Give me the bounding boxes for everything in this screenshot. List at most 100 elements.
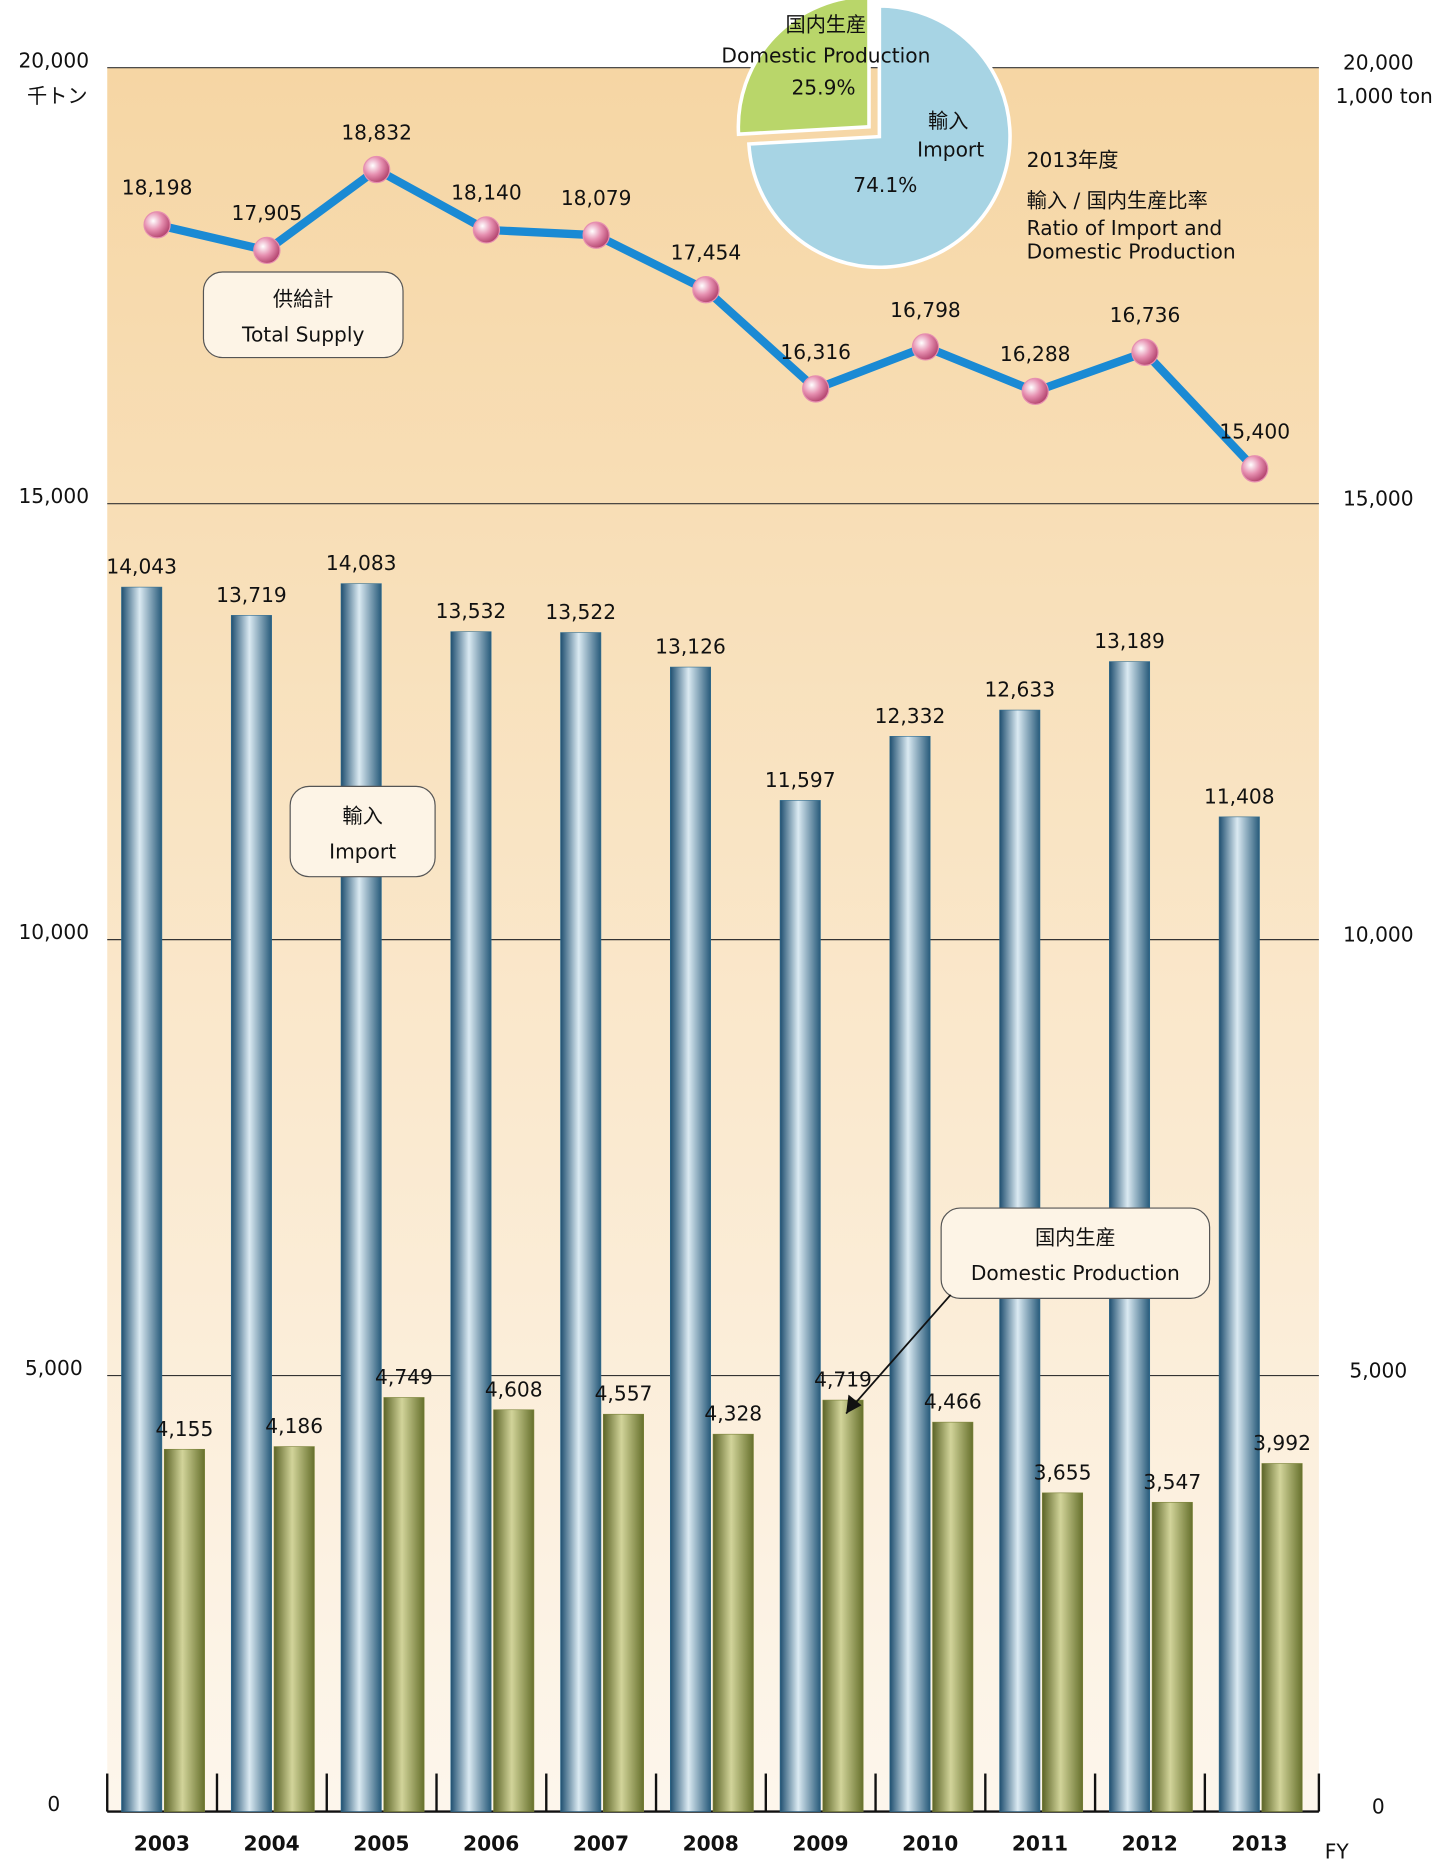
data-label: 16,798 — [890, 298, 961, 322]
bar — [1042, 1492, 1084, 1812]
bar — [712, 1433, 754, 1812]
data-label: 12,633 — [984, 678, 1055, 702]
line-marker — [802, 375, 830, 403]
data-label: 3,992 — [1253, 1431, 1311, 1455]
line-marker — [1021, 377, 1049, 406]
y-tick-label: 10,000 — [18, 920, 89, 944]
bar — [230, 615, 272, 1812]
x-tick-label: 2008 — [683, 1831, 739, 1855]
bar — [889, 735, 931, 1812]
callout-arrowhead — [846, 1394, 862, 1414]
line-marker — [911, 333, 940, 361]
line-marker — [692, 276, 720, 304]
data-label: 4,155 — [156, 1417, 214, 1441]
x-axis-label: FY — [1325, 1840, 1350, 1864]
data-label: 12,332 — [875, 704, 946, 728]
data-label: 16,288 — [1000, 342, 1071, 366]
bar — [560, 632, 602, 1812]
data-label: 17,905 — [232, 201, 303, 225]
data-label: 11,597 — [765, 768, 836, 792]
pie-value: 25.9% — [791, 76, 855, 100]
callout-title: 供給計 — [273, 287, 334, 311]
bar — [450, 631, 492, 1812]
bar — [273, 1446, 315, 1812]
data-label: 13,532 — [436, 599, 507, 623]
data-label: 3,547 — [1143, 1470, 1201, 1494]
y2-tick-label: 5,000 — [1349, 1359, 1407, 1383]
y-tick-label: 5,000 — [25, 1356, 83, 1380]
data-label: 4,557 — [595, 1382, 653, 1406]
data-label: 4,749 — [375, 1365, 433, 1389]
x-tick-label: 2012 — [1122, 1831, 1178, 1855]
x-tick-label: 2010 — [902, 1831, 958, 1855]
pie-subtitle: 輸入 / 国内生産比率 — [1027, 188, 1208, 212]
data-label: 13,126 — [655, 635, 726, 659]
data-label: 3,655 — [1034, 1460, 1092, 1484]
data-label: 4,608 — [485, 1377, 543, 1401]
bar — [383, 1397, 425, 1812]
pie-subtitle-en: Domestic Production — [1027, 240, 1236, 264]
callout-title: 輸入 — [342, 804, 382, 828]
bar — [603, 1413, 644, 1812]
data-label: 14,083 — [326, 551, 397, 575]
callout-title: 国内生産 — [1035, 1225, 1116, 1249]
bar — [493, 1409, 535, 1812]
bar — [163, 1448, 205, 1812]
line-marker — [1241, 455, 1269, 483]
data-label: 18,198 — [122, 176, 193, 200]
y-axis-unit: 千トン — [27, 84, 88, 108]
pie-label: Import — [917, 137, 984, 161]
bar — [669, 666, 711, 1812]
callout-arrow — [845, 1294, 952, 1415]
pie-slice — [747, 4, 1012, 270]
callout-subtitle: Import — [329, 839, 396, 863]
x-tick-label: 2004 — [244, 1831, 300, 1855]
bar — [932, 1421, 974, 1812]
data-label: 4,466 — [924, 1390, 982, 1414]
x-tick-label: 2007 — [573, 1831, 629, 1855]
y2-tick-label: 10,000 — [1343, 923, 1414, 947]
x-tick-label: 2003 — [134, 1831, 190, 1855]
bar — [1218, 816, 1260, 1812]
y-tick-label: 0 — [47, 1792, 60, 1816]
data-label: 4,719 — [814, 1368, 872, 1392]
data-label: 14,043 — [106, 555, 177, 579]
x-tick-label: 2013 — [1231, 1831, 1287, 1855]
y2-axis-unit: 1,000 ton — [1336, 84, 1433, 108]
x-tick-label: 2006 — [463, 1831, 519, 1855]
data-label: 13,189 — [1094, 629, 1165, 653]
callout-subtitle: Total Supply — [241, 323, 364, 347]
bar — [1261, 1463, 1303, 1812]
data-label: 4,186 — [265, 1414, 323, 1438]
data-label: 13,719 — [216, 583, 287, 607]
data-label: 18,140 — [451, 181, 522, 205]
bar — [340, 583, 382, 1812]
pie-subtitle-en: Ratio of Import and — [1027, 216, 1223, 240]
x-tick-label: 2011 — [1012, 1831, 1068, 1855]
callout-subtitle: Domestic Production — [971, 1261, 1180, 1285]
pie-title: 2013年度 — [1027, 148, 1119, 172]
x-tick-label: 2009 — [792, 1831, 848, 1855]
line-marker — [472, 216, 501, 244]
data-label: 11,408 — [1204, 784, 1275, 808]
y-tick-label: 15,000 — [18, 484, 89, 508]
y-tick-label: 20,000 — [18, 48, 89, 72]
pie-label: 国内生産 — [786, 13, 867, 37]
data-label: 15,400 — [1219, 420, 1290, 444]
data-label: 17,454 — [671, 241, 742, 265]
pie-label: Domestic Production — [721, 44, 930, 68]
data-label: 16,736 — [1110, 303, 1181, 327]
data-label: 13,522 — [545, 600, 616, 624]
bar — [1151, 1501, 1193, 1812]
data-label: 16,316 — [780, 340, 851, 364]
y2-tick-label: 0 — [1372, 1794, 1385, 1818]
bar — [779, 800, 821, 1812]
line-marker — [143, 211, 171, 239]
callout-box — [940, 1207, 1211, 1299]
pie-slice — [736, 0, 871, 137]
line-marker — [253, 236, 281, 265]
line-marker — [1131, 338, 1159, 366]
callout-box — [289, 785, 436, 878]
y2-tick-label: 20,000 — [1343, 51, 1414, 75]
